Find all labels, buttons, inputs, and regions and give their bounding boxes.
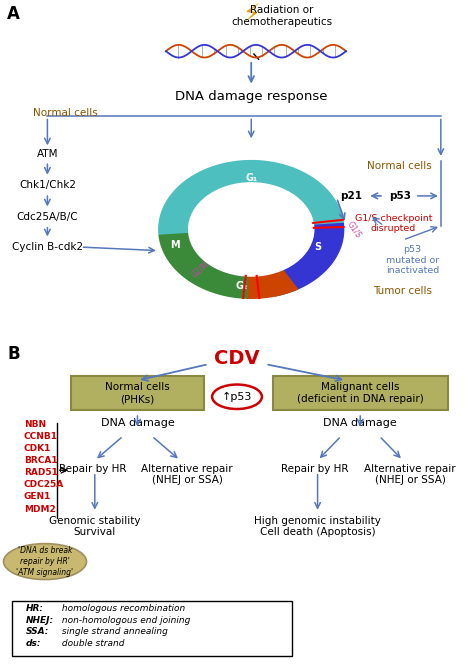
Text: DNA damage response: DNA damage response <box>175 90 328 103</box>
Text: G₁: G₁ <box>245 172 257 182</box>
Text: single strand annealing: single strand annealing <box>59 627 168 636</box>
Text: non-homologous end joining: non-homologous end joining <box>59 616 191 625</box>
Text: B: B <box>7 344 20 362</box>
Text: HR:: HR: <box>26 604 44 613</box>
Text: p53
mutated or
inactivated: p53 mutated or inactivated <box>386 245 439 275</box>
Text: Cyclin B-cdk2: Cyclin B-cdk2 <box>12 242 83 252</box>
Ellipse shape <box>212 384 262 409</box>
Text: CDV: CDV <box>214 350 260 368</box>
Text: homologous recombination: homologous recombination <box>59 604 185 613</box>
Polygon shape <box>159 161 343 236</box>
Text: Repair by HR: Repair by HR <box>282 464 349 474</box>
Text: NHEJ:: NHEJ: <box>26 616 54 625</box>
Text: Radiation or
chemotherapeutics: Radiation or chemotherapeutics <box>231 5 333 27</box>
Text: BRCA1: BRCA1 <box>24 456 57 466</box>
Text: CDC25A: CDC25A <box>24 480 64 490</box>
Text: ds:: ds: <box>26 639 42 647</box>
Text: NBN: NBN <box>24 420 46 429</box>
Text: Genomic stability
Survival: Genomic stability Survival <box>49 516 141 537</box>
Text: M: M <box>171 240 180 250</box>
Text: SSA:: SSA: <box>26 627 49 636</box>
Text: G1/S: G1/S <box>346 219 364 239</box>
Text: Alternative repair
(NHEJ or SSA): Alternative repair (NHEJ or SSA) <box>364 464 456 486</box>
Text: Malignant cells
(deficient in DNA repair): Malignant cells (deficient in DNA repair… <box>297 382 424 404</box>
Text: ⚡: ⚡ <box>243 3 260 27</box>
Text: RAD51: RAD51 <box>24 468 57 478</box>
Text: 'DNA ds break
repair by HR'
'ATM signaling': 'DNA ds break repair by HR' 'ATM signali… <box>17 546 73 577</box>
Circle shape <box>189 183 314 276</box>
Text: S: S <box>314 242 321 252</box>
Text: MDM2: MDM2 <box>24 505 55 513</box>
Text: A: A <box>7 5 20 23</box>
Text: High genomic instability
Cell death (Apoptosis): High genomic instability Cell death (Apo… <box>254 516 381 537</box>
Text: Normal cells: Normal cells <box>33 108 98 118</box>
Text: Cdc25A/B/C: Cdc25A/B/C <box>17 212 78 222</box>
Text: p53: p53 <box>390 191 411 201</box>
Text: Repair by HR: Repair by HR <box>59 464 126 474</box>
Text: G2/M: G2/M <box>190 260 211 279</box>
Text: Chk1/Chk2: Chk1/Chk2 <box>19 180 76 190</box>
Text: Tumor cells: Tumor cells <box>374 286 432 296</box>
Text: Normal cells: Normal cells <box>366 161 431 170</box>
Polygon shape <box>267 223 344 296</box>
Text: G1/S checkpoint
disrupted: G1/S checkpoint disrupted <box>355 214 432 233</box>
Text: double strand: double strand <box>59 639 125 647</box>
Text: G₂: G₂ <box>236 281 248 291</box>
Text: Alternative repair
(NHEJ or SSA): Alternative repair (NHEJ or SSA) <box>141 464 233 486</box>
FancyBboxPatch shape <box>273 376 448 410</box>
Text: p21: p21 <box>340 191 362 201</box>
Ellipse shape <box>3 543 86 579</box>
Text: GEN1: GEN1 <box>24 492 51 501</box>
FancyBboxPatch shape <box>12 601 292 656</box>
Polygon shape <box>159 234 249 298</box>
Polygon shape <box>248 270 298 298</box>
Text: DNA damage: DNA damage <box>323 418 397 428</box>
Text: CCNB1: CCNB1 <box>24 432 58 441</box>
Text: Normal cells
(PHKs): Normal cells (PHKs) <box>105 382 170 404</box>
FancyBboxPatch shape <box>71 376 204 410</box>
Text: ATM: ATM <box>36 149 58 159</box>
Text: CDK1: CDK1 <box>24 444 51 453</box>
Text: ↑p53: ↑p53 <box>222 392 252 402</box>
Text: DNA damage: DNA damage <box>100 418 174 428</box>
